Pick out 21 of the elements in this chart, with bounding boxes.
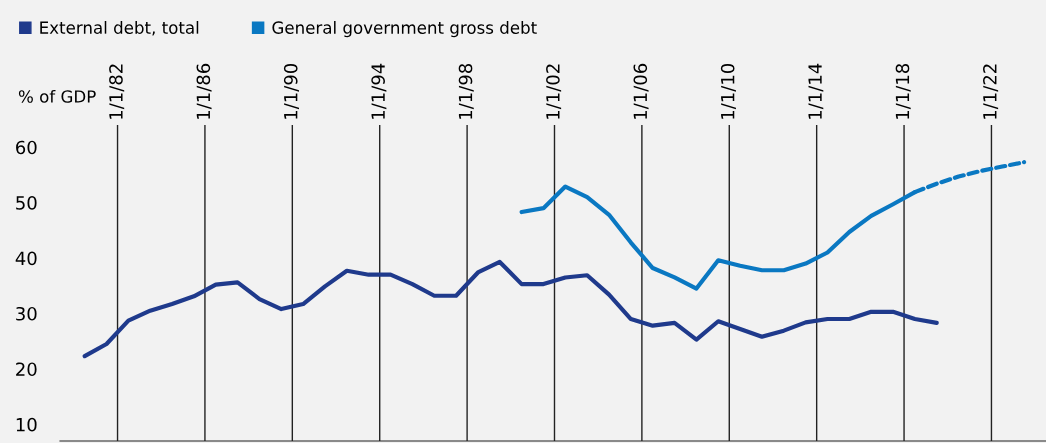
line-series: [82, 259, 939, 359]
y-tick-label: 50: [16, 196, 37, 210]
x-tick-label: 1/1/14: [808, 63, 824, 119]
y-tick-label: 20: [16, 362, 37, 377]
y-tick-label: 60: [16, 140, 37, 155]
y-axis-title: % of GDP: [18, 89, 96, 103]
y-tick-label: 30: [16, 306, 37, 321]
x-tick-label: 1/1/82: [109, 64, 125, 119]
legend-label: General government gross debt: [272, 21, 537, 38]
legend-label: External debt, total: [40, 21, 199, 36]
x-tick-label: 1/1/18: [895, 63, 911, 119]
y-tick-label: 40: [15, 251, 37, 266]
x-tick-label: 1/1/98: [458, 63, 474, 119]
y-tick-label: 10: [16, 417, 37, 432]
x-tick-label: 1/1/02: [546, 64, 562, 119]
x-tick-label: 1/1/94: [371, 63, 387, 119]
x-tick-label: 1/1/86: [196, 63, 212, 119]
x-tick-label: 1/1/22: [983, 64, 999, 119]
x-tick-label: 1/1/10: [720, 63, 736, 119]
x-tick-label: 1/1/06: [633, 63, 649, 119]
x-tick-label: 1/1/90: [283, 63, 299, 119]
